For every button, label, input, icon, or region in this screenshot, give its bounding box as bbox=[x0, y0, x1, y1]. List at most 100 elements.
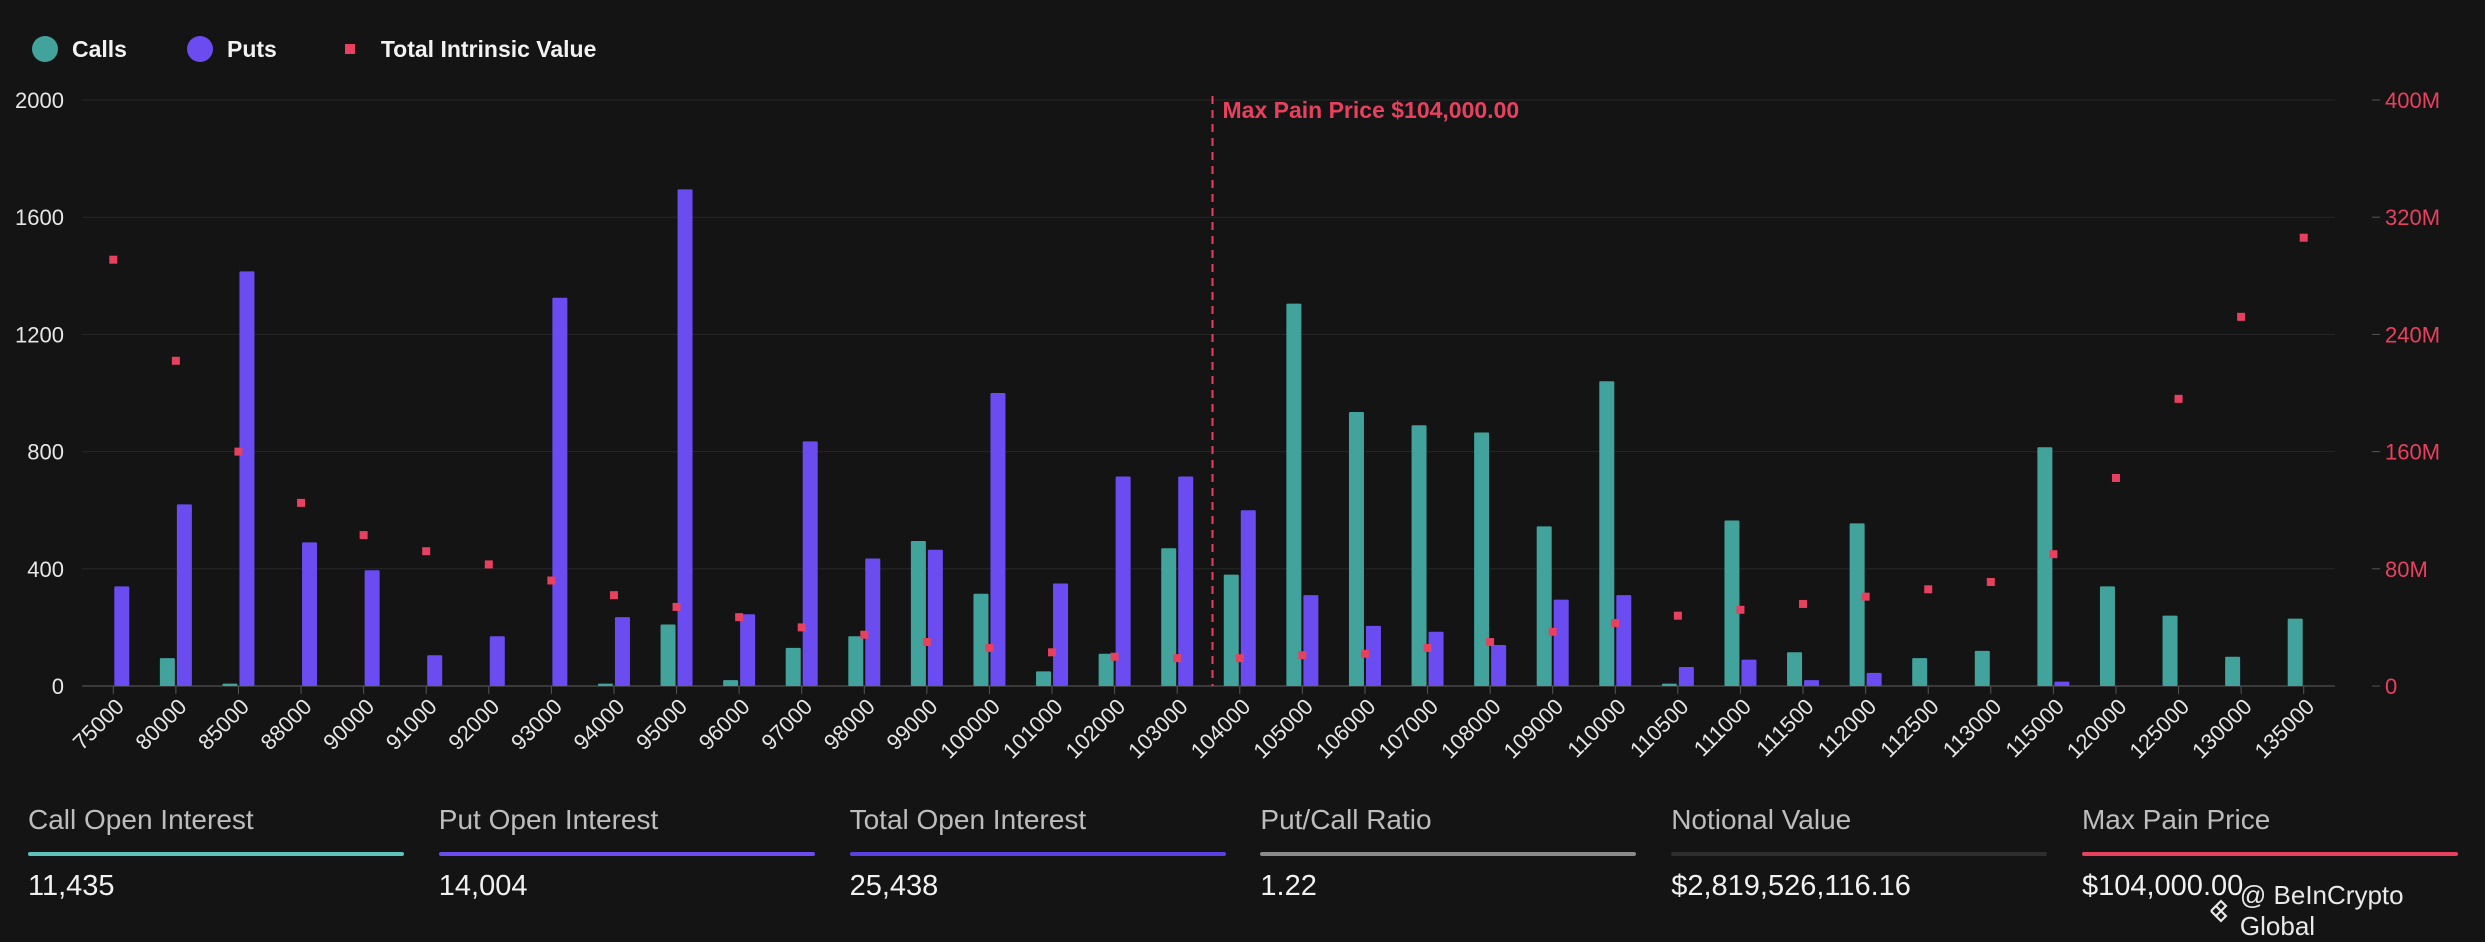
call-bar bbox=[2287, 618, 2303, 686]
legend-puts[interactable]: Puts bbox=[186, 36, 277, 63]
put-bar bbox=[1303, 595, 1319, 686]
call-bar bbox=[848, 636, 864, 686]
stat-label: Put Open Interest bbox=[438, 804, 659, 835]
tiv-point bbox=[171, 356, 180, 365]
left-tick-label: 0 bbox=[52, 674, 64, 699]
x-tick-label: 111000 bbox=[1689, 694, 1756, 761]
x-tick-label: 106000 bbox=[1311, 694, 1381, 764]
call-bar bbox=[2162, 615, 2178, 686]
x-tick-label: 75000 bbox=[68, 694, 129, 755]
x-tick-label: 135000 bbox=[2250, 694, 2320, 764]
x-tick-label: 115000 bbox=[2000, 694, 2068, 762]
watermark-text: @ BeInCrypto Global bbox=[2239, 880, 2404, 941]
x-tick-label: 125000 bbox=[2124, 694, 2194, 764]
put-bar bbox=[302, 542, 318, 686]
open-interest-chart: 0 400 800 1200 1600 2000 0 80M 160M 240M 320M 400M… bbox=[15, 88, 2440, 764]
x-tick-label: 99000 bbox=[881, 694, 942, 755]
puts-legend-marker bbox=[186, 36, 213, 62]
watermark: @ BeInCrypto Global bbox=[2208, 880, 2485, 942]
tiv-point bbox=[1235, 654, 1244, 663]
x-tick-label: 112500 bbox=[1875, 694, 1943, 762]
call-bar bbox=[1036, 671, 1052, 686]
stats-row: Call Open Interest 11,435 Put Open Inter… bbox=[28, 800, 2458, 903]
put-bar bbox=[614, 617, 630, 686]
tiv-point bbox=[2049, 550, 2058, 559]
x-tick-label: 96000 bbox=[694, 694, 755, 755]
put-bar bbox=[1804, 680, 1820, 686]
tiv-legend-label: Total Intrinsic Value bbox=[380, 35, 597, 62]
x-tick-label: 110000 bbox=[1562, 694, 1630, 762]
tiv-point bbox=[1736, 605, 1745, 614]
tiv-point bbox=[547, 576, 556, 585]
tiv-point bbox=[2299, 233, 2308, 242]
tiv-point bbox=[1360, 649, 1369, 658]
stat-max-pain-price: Max Pain Price $104,000.00 bbox=[2081, 800, 2458, 903]
put-bar bbox=[1866, 672, 1882, 686]
call-bar bbox=[1348, 412, 1364, 686]
tiv-point bbox=[234, 447, 243, 456]
stat-label: Total Open Interest bbox=[849, 804, 1087, 835]
put-bar bbox=[865, 558, 881, 686]
x-tick-label: 88000 bbox=[256, 694, 317, 755]
tiv-point bbox=[860, 630, 869, 639]
tiv-point bbox=[1486, 638, 1495, 647]
call-bar bbox=[1536, 526, 1552, 686]
tiv-point bbox=[1048, 648, 1057, 657]
x-tick-label: 101000 bbox=[998, 694, 1068, 764]
stat-underline bbox=[849, 852, 1226, 856]
stat-underline bbox=[438, 852, 815, 856]
call-bar bbox=[910, 540, 926, 686]
put-bar bbox=[364, 570, 380, 686]
put-bar bbox=[552, 297, 568, 686]
put-bar bbox=[677, 189, 693, 687]
stat-underline bbox=[1260, 852, 1637, 856]
legend-calls[interactable]: Calls bbox=[32, 36, 127, 63]
x-tick-label: 105000 bbox=[1248, 694, 1318, 764]
stat-put-open-interest: Put Open Interest 14,004 bbox=[438, 800, 815, 903]
put-bar bbox=[740, 614, 756, 686]
call-bar bbox=[1912, 658, 1928, 686]
max-pain-label: Max Pain Price $104,000.00 bbox=[1223, 97, 1520, 123]
x-tick-label: 103000 bbox=[1123, 694, 1193, 764]
tiv-point bbox=[297, 498, 306, 507]
x-tick-label: 107000 bbox=[1373, 694, 1443, 764]
call-bar bbox=[2225, 656, 2241, 686]
call-bar bbox=[2037, 447, 2053, 686]
stat-label: Max Pain Price bbox=[2081, 804, 2271, 835]
put-bar bbox=[1491, 644, 1507, 686]
x-tick-label: 93000 bbox=[506, 694, 567, 755]
stat-put-call-ratio: Put/Call Ratio 1.22 bbox=[1260, 800, 1637, 903]
tiv-point bbox=[1799, 599, 1808, 608]
tiv-point bbox=[1986, 577, 1995, 586]
call-bar bbox=[1161, 548, 1177, 686]
call-bar bbox=[2099, 586, 2115, 686]
left-tick-label: 400 bbox=[27, 557, 64, 582]
stat-underline bbox=[28, 852, 404, 856]
x-tick-label: 95000 bbox=[631, 694, 692, 755]
x-tick-label: 80000 bbox=[130, 694, 191, 755]
call-bar bbox=[723, 680, 739, 686]
stat-underline bbox=[2081, 852, 2458, 856]
stat-value: 14,004 bbox=[438, 870, 528, 902]
right-tick-label: 160M bbox=[2385, 440, 2440, 465]
tiv-point bbox=[922, 638, 931, 647]
tiv-point bbox=[797, 623, 806, 632]
call-bar bbox=[1474, 432, 1490, 686]
stat-value: $2,819,526,116.16 bbox=[1671, 870, 1911, 902]
tiv-point bbox=[735, 613, 744, 622]
x-tick-label: 113000 bbox=[1938, 694, 2006, 762]
call-bar bbox=[1661, 683, 1677, 686]
legend-tiv[interactable]: Total Intrinsic Value bbox=[337, 35, 597, 63]
put-bar bbox=[990, 393, 1006, 686]
tiv-point bbox=[484, 560, 493, 569]
tiv-legend-marker bbox=[344, 44, 355, 54]
left-tick-label: 1600 bbox=[15, 205, 64, 230]
stat-label: Put/Call Ratio bbox=[1260, 804, 1432, 835]
put-bar bbox=[1428, 631, 1444, 686]
call-bar bbox=[1724, 520, 1740, 686]
x-tick-label: 130000 bbox=[2187, 694, 2257, 764]
stat-notional-value: Notional Value $2,819,526,116.16 bbox=[1671, 800, 2048, 903]
points-layer bbox=[109, 233, 2308, 663]
tiv-point bbox=[2174, 394, 2183, 403]
tiv-point bbox=[1611, 619, 1620, 628]
